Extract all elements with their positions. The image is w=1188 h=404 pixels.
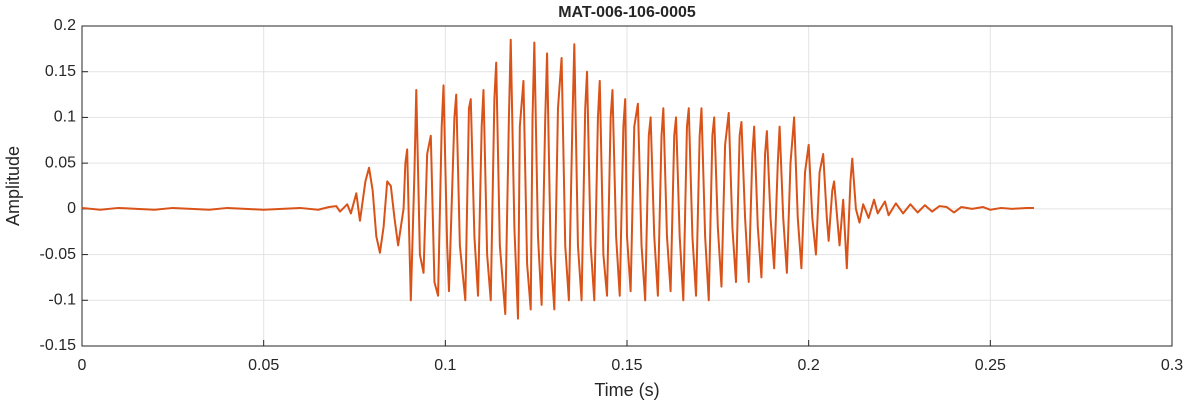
chart-title: MAT-006-106-0005 [558,4,696,21]
y-tick-label: -0.1 [48,292,76,309]
x-tick-label: 0 [78,357,87,374]
y-tick-label: 0 [67,200,76,217]
x-tick-label: 0.25 [975,357,1006,374]
x-axis-label: Time (s) [594,380,659,400]
x-tick-label: 0.15 [611,357,642,374]
waveform-line [81,38,1034,320]
y-tick-label: 0.15 [45,63,76,80]
x-tick-label: 0.05 [248,357,279,374]
x-tick-label: 0.2 [798,357,820,374]
y-tick-label: -0.15 [40,337,77,354]
x-tick-label: 0.1 [434,357,456,374]
plot-frame [81,25,1173,347]
y-tick-label: -0.05 [40,246,77,263]
y-tick-label: 0.1 [54,109,76,126]
y-axis-label: Amplitude [3,146,23,226]
y-tick-label: 0.2 [54,17,76,34]
x-tick-label: 0.3 [1161,357,1183,374]
y-tick-label: 0.05 [45,154,76,171]
